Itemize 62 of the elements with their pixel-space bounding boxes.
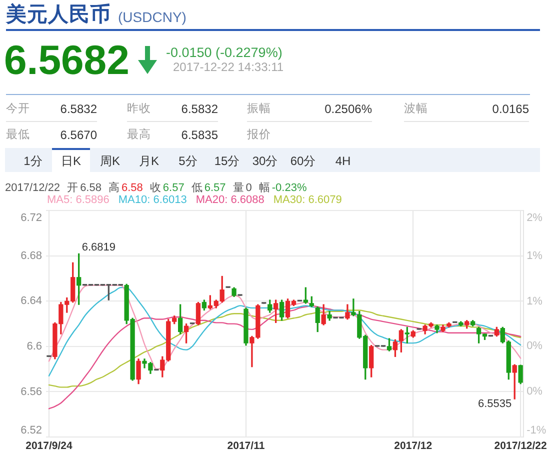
text: 周K <box>100 154 120 168</box>
text: 6.58 <box>80 182 102 194</box>
text: 5分 <box>178 154 198 168</box>
text: -0.0150 (-0.2279%) <box>166 44 282 60</box>
text: 0.2506% <box>324 102 372 116</box>
text: 6.5832 <box>181 102 218 116</box>
y2-tick-label: 2% <box>526 212 543 224</box>
text: MA20: 6.6088 <box>196 194 264 206</box>
x-tick-label: 2017/11 <box>227 440 265 452</box>
text: 6.5682 <box>4 37 130 83</box>
y-tick-label: 6.68 <box>20 250 42 262</box>
y2-tick-label: 0% <box>526 386 543 398</box>
y-tick-label: 6.52 <box>20 424 42 437</box>
text: 4H <box>335 154 351 168</box>
text: 波幅 <box>404 102 428 116</box>
text: 收 <box>150 182 161 194</box>
chart-title: 美元人民币 <box>6 3 111 27</box>
text: 15分 <box>214 154 240 168</box>
text: 6.57 <box>204 182 226 194</box>
text: 30分 <box>252 154 278 168</box>
annotation: 6.6819 <box>82 242 116 254</box>
chart-subtitle: (USDCNY) <box>118 9 186 26</box>
text: MA30: 6.6079 <box>273 194 342 206</box>
text: 6.5670 <box>60 128 97 142</box>
text: MA10: 6.6013 <box>118 194 187 206</box>
text: 幅 <box>258 182 270 194</box>
text: 量 <box>232 182 244 194</box>
text: -0.23% <box>272 182 307 194</box>
text: 日K <box>60 154 82 168</box>
text: 0 <box>246 182 252 194</box>
text: 2017-12-22 14:33:11 <box>173 60 284 74</box>
text: 60分 <box>290 154 316 168</box>
text: 6.5832 <box>60 102 97 116</box>
text: 6.58 <box>121 182 143 194</box>
text: 0.0165 <box>492 102 529 116</box>
y-tick-label: 6.6 <box>26 340 42 352</box>
text: 低 <box>191 182 202 194</box>
text: 最低 <box>6 128 30 142</box>
text: 振幅 <box>247 102 271 116</box>
text: 2017/12/22 <box>5 182 60 194</box>
text: 昨收 <box>127 102 151 116</box>
x-tick-label: 2017/9/24 <box>26 440 72 452</box>
y2-tick-label: 1% <box>526 250 543 262</box>
y-tick-label: 6.64 <box>20 295 42 308</box>
x-tick-label: 2017/12 <box>394 440 432 452</box>
y2-tick-label: 1% <box>526 295 543 308</box>
text: MA5: 6.5896 <box>47 194 110 206</box>
text: 6.5835 <box>181 128 218 142</box>
annotation: 6.5535 <box>478 398 512 410</box>
text: 今开 <box>6 102 30 116</box>
text: 高 <box>108 182 120 194</box>
text: 最高 <box>127 128 151 142</box>
y2-tick-label: -1% <box>526 424 546 437</box>
text: 1分 <box>24 154 42 168</box>
y-tick-label: 6.56 <box>20 386 42 398</box>
x-tick-label: 2017/12/22 <box>494 440 548 452</box>
text: 月K <box>138 154 160 168</box>
text: 报价 <box>247 128 271 142</box>
y-tick-label: 6.72 <box>20 212 42 224</box>
text: 开 <box>67 182 78 194</box>
y2-tick-label: 0% <box>526 340 543 352</box>
text: 6.57 <box>162 182 184 194</box>
